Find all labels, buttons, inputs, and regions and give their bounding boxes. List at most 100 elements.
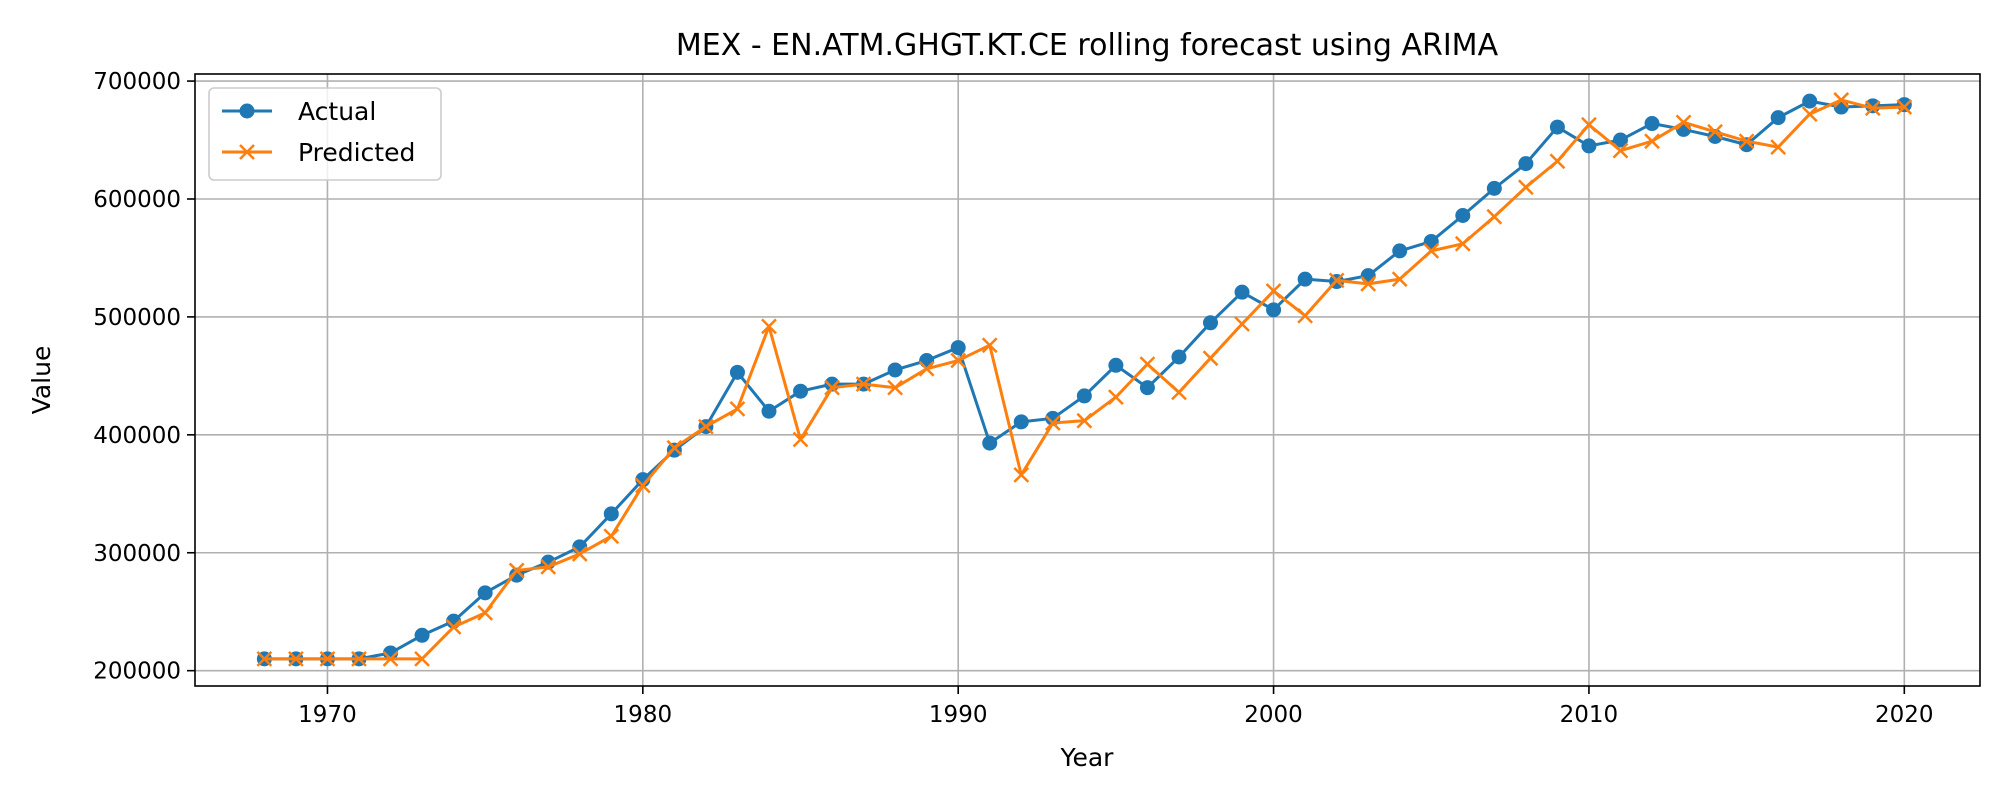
data-point-predicted — [1486, 208, 1503, 225]
plot-frame — [194, 73, 1981, 687]
chart-title: MEX - EN.ATM.GHGT.KT.CE rolling forecast… — [676, 28, 1499, 63]
data-point-actual — [887, 362, 903, 378]
data-point-actual — [1455, 208, 1471, 224]
data-point-predicted — [634, 477, 651, 494]
series-layer — [256, 92, 1913, 667]
data-point-predicted — [1612, 142, 1629, 159]
data-point-predicted — [445, 619, 462, 635]
x-tick-label: 2010 — [1560, 702, 1619, 728]
data-point-actual — [1549, 119, 1565, 135]
data-point-actual — [414, 627, 430, 643]
data-point-predicted — [288, 650, 304, 667]
data-point-predicted — [981, 337, 998, 354]
data-point-actual — [1139, 380, 1155, 396]
data-point-predicted — [508, 562, 525, 579]
data-point-actual — [1896, 97, 1912, 113]
data-point-predicted — [1076, 412, 1093, 429]
data-point-predicted — [1297, 307, 1313, 324]
data-point-predicted — [1770, 139, 1787, 155]
data-point-predicted — [1517, 179, 1534, 196]
data-point-actual — [1612, 132, 1628, 148]
legend: Actual Predicted — [208, 87, 442, 181]
gridlines — [195, 74, 1980, 686]
data-point-actual — [1518, 156, 1534, 172]
data-point-predicted — [1675, 114, 1692, 131]
y-tick-label: 600000 — [93, 187, 181, 213]
data-point-predicted — [1171, 384, 1187, 401]
data-point-predicted — [824, 379, 840, 396]
y-tick-label: 400000 — [93, 423, 181, 449]
data-point-predicted — [477, 605, 494, 621]
data-point-predicted — [1581, 116, 1597, 133]
x-tick-label: 2000 — [1244, 702, 1303, 728]
data-point-predicted — [855, 376, 872, 393]
x-axis: 1970 1980 1990 2000 2010 2020 — [298, 686, 1934, 728]
data-point-actual — [1423, 233, 1439, 249]
data-point-predicted — [1896, 99, 1913, 115]
data-point-actual — [1234, 284, 1250, 300]
data-point-actual — [1644, 116, 1660, 132]
x-tick-label: 1980 — [614, 702, 673, 728]
data-point-predicted — [729, 401, 746, 417]
data-point-predicted — [1864, 100, 1881, 117]
data-point-predicted — [1234, 316, 1250, 332]
data-point-predicted — [1833, 92, 1850, 108]
x-axis-label: Year — [1060, 743, 1115, 772]
data-point-predicted — [414, 650, 430, 667]
data-point-predicted — [1549, 153, 1566, 170]
legend-marker-predicted — [239, 144, 255, 160]
data-point-actual — [1076, 388, 1092, 404]
data-point-predicted — [319, 650, 336, 667]
data-point-predicted — [571, 546, 588, 562]
data-point-predicted — [698, 418, 714, 435]
data-point-actual — [1266, 302, 1282, 318]
data-point-actual — [793, 383, 809, 399]
y-tick-label: 300000 — [93, 541, 181, 567]
x-tick-label: 1970 — [298, 702, 357, 728]
data-point-predicted — [950, 352, 967, 369]
data-point-actual — [1486, 180, 1502, 196]
y-tick-label: 700000 — [93, 69, 181, 95]
data-point-predicted — [761, 318, 777, 335]
data-point-predicted — [256, 650, 273, 667]
data-point-actual — [1802, 93, 1818, 109]
y-axis: 200000 300000 400000 500000 600000 700000 — [93, 69, 195, 685]
data-point-predicted — [1107, 389, 1124, 405]
data-point-actual — [1202, 315, 1218, 331]
y-tick-label: 500000 — [93, 305, 181, 331]
data-point-actual — [603, 506, 619, 522]
data-point-predicted — [1707, 123, 1723, 140]
data-point-predicted — [887, 379, 904, 396]
data-point-actual — [1013, 414, 1029, 430]
data-point-predicted — [1265, 283, 1282, 299]
y-axis-label: Value — [27, 346, 56, 415]
data-point-actual — [1581, 138, 1597, 154]
x-tick-label: 2020 — [1875, 702, 1934, 728]
data-point-predicted — [540, 559, 557, 575]
data-point-predicted — [382, 650, 399, 667]
data-point-actual — [729, 364, 745, 380]
data-point-actual — [1360, 268, 1376, 284]
data-point-predicted — [1013, 467, 1030, 483]
legend-label-predicted: Predicted — [298, 138, 415, 167]
data-point-actual — [950, 340, 966, 356]
data-point-actual — [1770, 110, 1786, 126]
data-point-predicted — [1202, 350, 1219, 367]
data-point-predicted — [351, 650, 367, 667]
data-point-actual — [982, 435, 998, 451]
data-point-predicted — [1423, 242, 1440, 259]
data-point-predicted — [1139, 356, 1156, 372]
y-tick-label: 200000 — [93, 659, 181, 685]
data-point-actual — [761, 403, 777, 419]
legend-label-actual: Actual — [298, 97, 376, 126]
data-point-predicted — [1044, 415, 1061, 431]
data-point-predicted — [1454, 235, 1471, 252]
data-point-predicted — [1391, 271, 1408, 288]
data-point-actual — [1297, 271, 1313, 287]
data-point-predicted — [1360, 276, 1377, 292]
legend-marker-actual — [239, 103, 255, 119]
data-point-predicted — [666, 439, 683, 456]
data-point-predicted — [918, 360, 935, 377]
data-point-predicted — [792, 431, 809, 448]
